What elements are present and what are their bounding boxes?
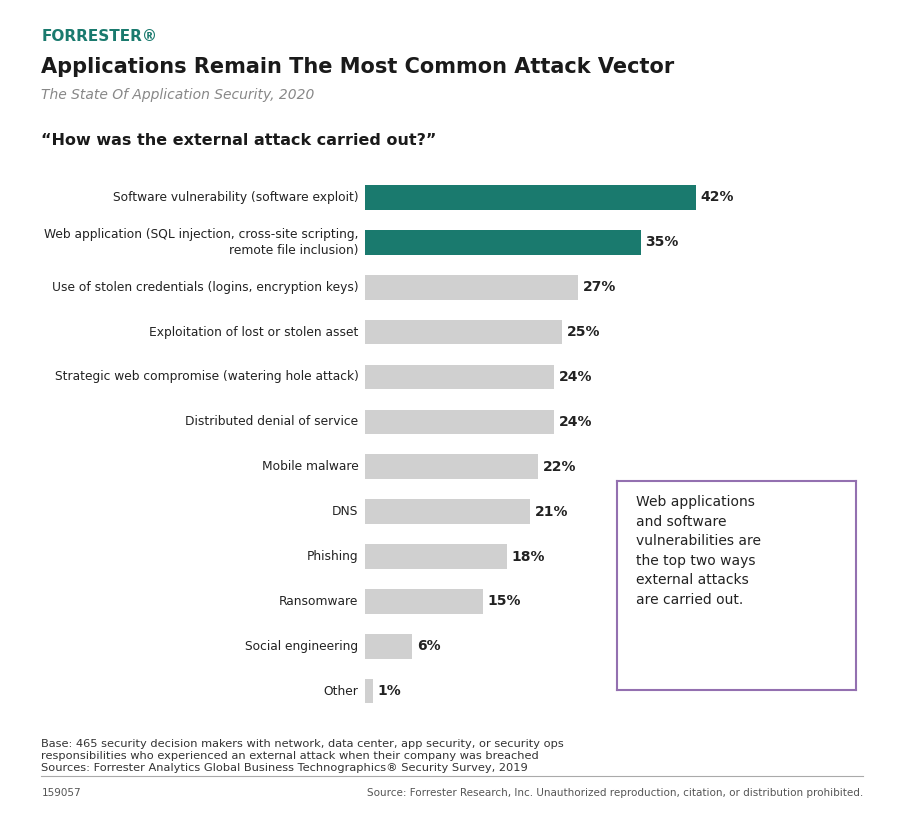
Text: Source: Forrester Research, Inc. Unauthorized reproduction, citation, or distrib: Source: Forrester Research, Inc. Unautho… [367, 788, 863, 798]
Text: 21%: 21% [535, 505, 569, 518]
Text: 22%: 22% [543, 459, 577, 473]
Text: 25%: 25% [567, 325, 600, 339]
Text: The State Of Application Security, 2020: The State Of Application Security, 2020 [41, 88, 314, 102]
Bar [365, 319, 562, 345]
Bar [365, 455, 539, 479]
Text: 35%: 35% [646, 235, 679, 249]
Text: Ransomware: Ransomware [279, 595, 359, 608]
Text: 15%: 15% [488, 595, 522, 609]
Text: Strategic web compromise (watering hole attack): Strategic web compromise (watering hole … [55, 370, 359, 383]
Text: 18%: 18% [512, 550, 545, 563]
Bar [365, 410, 554, 434]
Text: Exploitation of lost or stolen asset: Exploitation of lost or stolen asset [150, 326, 359, 338]
Bar [365, 275, 578, 300]
Bar [365, 634, 413, 658]
Text: 24%: 24% [559, 370, 592, 384]
Bar [365, 364, 554, 389]
Text: Web applications
and software
vulnerabilities are
the top two ways
external atta: Web applications and software vulnerabil… [636, 495, 761, 607]
Text: 42%: 42% [701, 191, 734, 205]
Bar [365, 589, 483, 613]
Text: FORRESTER®: FORRESTER® [41, 29, 158, 44]
Text: Mobile malware: Mobile malware [262, 460, 359, 473]
Text: 27%: 27% [583, 280, 616, 294]
Text: DNS: DNS [332, 505, 359, 518]
Text: “How was the external attack carried out?”: “How was the external attack carried out… [41, 133, 437, 147]
Text: 6%: 6% [417, 640, 441, 654]
Bar [365, 544, 507, 569]
Bar [365, 185, 696, 210]
Text: 24%: 24% [559, 415, 592, 429]
Text: Use of stolen credentials (logins, encryption keys): Use of stolen credentials (logins, encry… [52, 281, 359, 294]
Text: Applications Remain The Most Common Attack Vector: Applications Remain The Most Common Atta… [41, 57, 675, 77]
Text: Phishing: Phishing [307, 550, 359, 563]
Bar [365, 230, 641, 255]
Bar [365, 500, 531, 524]
Text: responsibilities who experienced an external attack when their company was breac: responsibilities who experienced an exte… [41, 751, 539, 761]
Text: Distributed denial of service: Distributed denial of service [186, 415, 359, 428]
Text: Sources: Forrester Analytics Global Business Technographics® Security Survey, 20: Sources: Forrester Analytics Global Busi… [41, 763, 528, 773]
Text: Social engineering: Social engineering [245, 640, 359, 653]
Bar [365, 679, 373, 704]
Text: 159057: 159057 [41, 788, 81, 798]
Text: Software vulnerability (software exploit): Software vulnerability (software exploit… [113, 191, 359, 204]
Text: Web application (SQL injection, cross-site scripting,
remote file inclusion): Web application (SQL injection, cross-si… [44, 228, 359, 257]
Text: Base: 465 security decision makers with network, data center, app security, or s: Base: 465 security decision makers with … [41, 739, 564, 749]
Text: Other: Other [323, 685, 359, 698]
Text: 1%: 1% [378, 684, 401, 698]
